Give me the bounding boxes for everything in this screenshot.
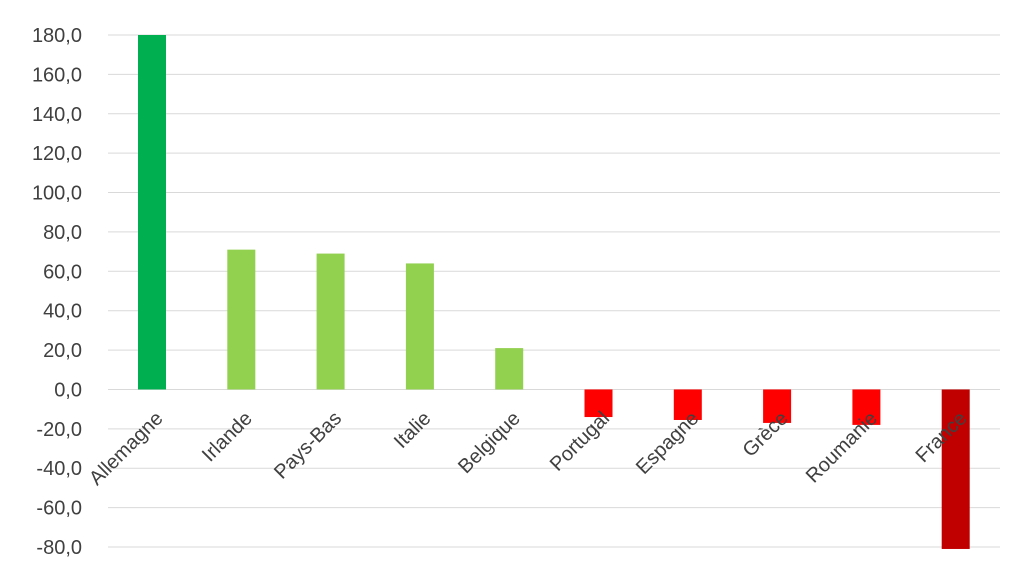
y-tick-label: -20,0 [36,419,82,441]
bar-allemagne [138,35,166,390]
bar-belgique [495,348,524,390]
x-axis-category-labels: Allemagne Irlande Pays-Bas Italie Belgique Po… [85,407,971,489]
bar-pays-bas [316,253,345,390]
y-tick-label: 80,0 [43,222,82,244]
y-tick-label: 100,0 [32,183,82,205]
bars [138,35,970,549]
category-label: Pays-Bas [270,407,346,483]
y-tick-label: 160,0 [32,64,82,86]
category-label: Portugal [546,407,614,475]
bar-irlande [227,249,256,390]
bar-grèce [763,389,792,423]
bar-italie [405,263,434,390]
category-label: Roumanie [802,407,882,487]
bar-portugal [584,389,613,418]
y-tick-label: 40,0 [43,301,82,323]
y-tick-label: 120,0 [32,143,82,165]
y-tick-label: 180,0 [32,25,82,47]
category-label: Irlande [198,407,257,466]
y-tick-label: 140,0 [32,104,82,126]
y-tick-label: -80,0 [36,537,82,559]
category-label: Belgique [454,407,525,478]
category-label: Italie [390,407,435,452]
bar-france [941,389,970,549]
bar-roumanie [852,389,881,425]
bar-espagne [673,389,702,420]
y-tick-label: -40,0 [36,458,82,480]
y-tick-label: 60,0 [43,261,82,283]
y-tick-label: 0,0 [54,379,82,401]
y-tick-label: 20,0 [43,340,82,362]
y-axis-tick-labels: 180,0 160,0 140,0 120,0 100,0 80,0 60,0 40,0 20,… [32,25,82,559]
y-tick-label: -60,0 [36,498,82,520]
grid-lines [108,34,1000,548]
category-label: Allemagne [85,407,167,489]
